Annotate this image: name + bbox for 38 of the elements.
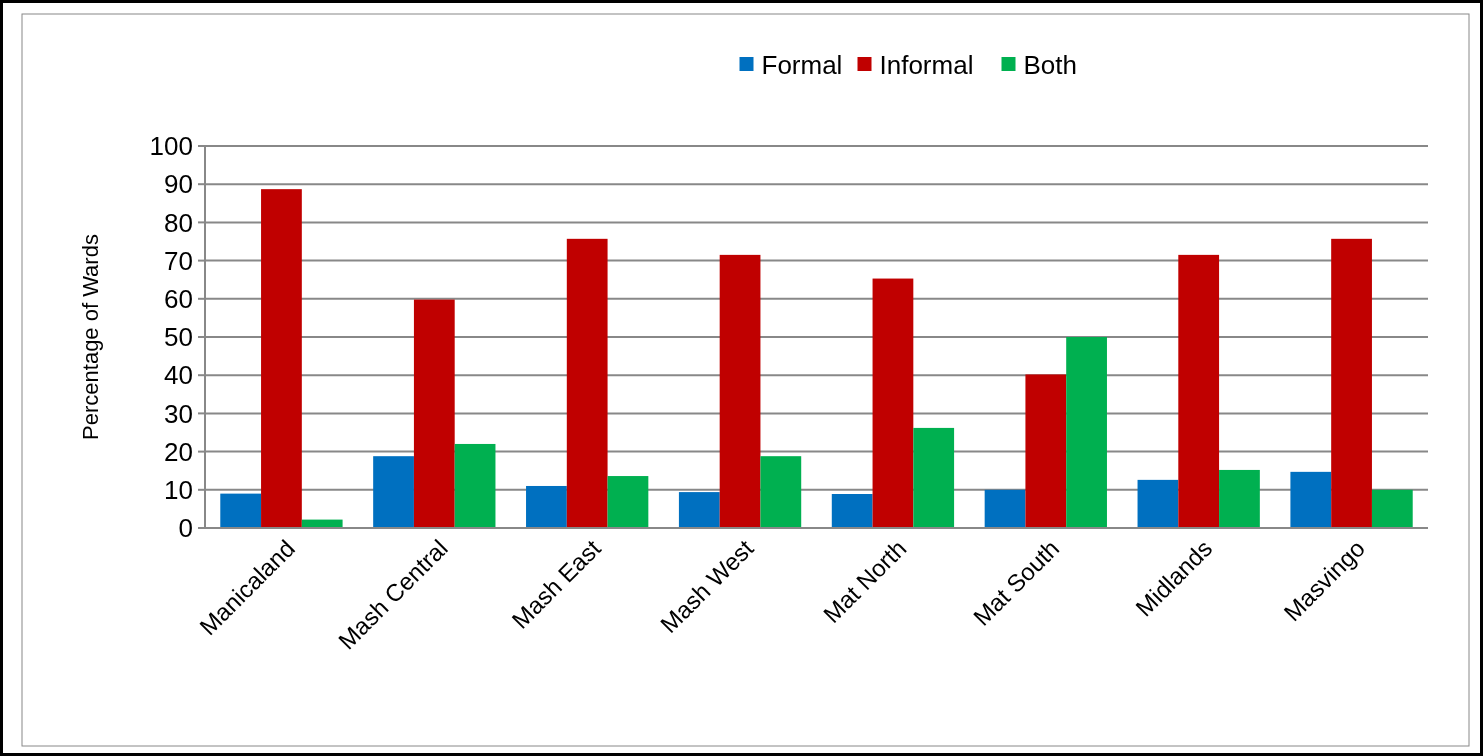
bar — [373, 456, 414, 528]
bar — [678, 492, 720, 528]
y-tick-label: 30 — [164, 398, 193, 429]
y-tick-label: 60 — [164, 283, 193, 314]
y-tick-label: 20 — [164, 436, 193, 467]
bar — [566, 238, 608, 528]
bar — [1178, 254, 1220, 528]
bar — [984, 489, 1026, 528]
bar — [261, 189, 302, 528]
legend-label: Formal — [761, 50, 843, 81]
y-tick-label: 80 — [164, 207, 193, 238]
bar — [913, 427, 955, 528]
legend-label: Both — [1023, 50, 1077, 81]
y-tick-label: 0 — [178, 513, 193, 544]
y-tick-label: 40 — [164, 360, 193, 391]
bar — [1371, 489, 1413, 528]
bar — [413, 299, 455, 528]
bar — [1066, 337, 1107, 528]
legend-label: Informal — [879, 50, 974, 81]
bar — [1219, 469, 1260, 528]
bar — [831, 494, 873, 528]
bar — [760, 456, 802, 528]
bar — [454, 443, 496, 528]
bar — [719, 254, 761, 528]
bar — [1137, 479, 1179, 528]
y-tick-label: 70 — [164, 245, 193, 276]
y-axis-title: Percentage of Wards — [78, 234, 103, 440]
bar — [220, 493, 262, 528]
bar — [1025, 374, 1067, 528]
y-tick-label: 10 — [164, 474, 193, 505]
bar — [1290, 471, 1332, 528]
bar — [872, 278, 914, 528]
y-tick-label: 50 — [164, 322, 193, 353]
y-tick-label: 90 — [164, 169, 193, 200]
bar — [1331, 238, 1372, 528]
y-tick-label: 100 — [149, 131, 193, 162]
bar — [607, 476, 649, 528]
bar — [526, 485, 567, 528]
